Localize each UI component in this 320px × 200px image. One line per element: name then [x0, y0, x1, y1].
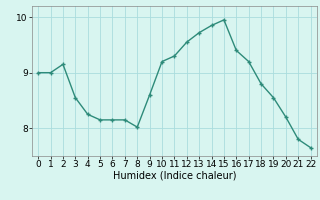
X-axis label: Humidex (Indice chaleur): Humidex (Indice chaleur)	[113, 171, 236, 181]
